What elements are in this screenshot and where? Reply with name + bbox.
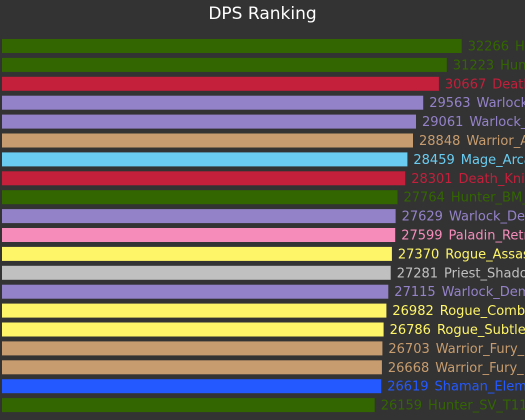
bar-name: Hunter_MM_T11_372_Arcane [500, 58, 525, 73]
bar-name: Paladin_Retribution_T11_372 [449, 229, 525, 244]
bar-Rogue_Assassination_T11_372 [2, 246, 392, 261]
bar-Warrior_Fury_2h_T11_372 [2, 341, 383, 356]
bar-value: 28301 [411, 172, 452, 187]
bar-value: 26619 [387, 380, 428, 395]
bar-name: Warlock_Affliction_T11_372_PTR [469, 115, 525, 130]
bar-value: 26982 [392, 304, 433, 319]
bar-Rogue_Subtlety_T11_372 [2, 322, 384, 337]
bar-value: 27599 [401, 229, 442, 244]
bar-label-Rogue_Subtlety_T11_372: 26786 Rogue_Subtlety_T11_372 [390, 323, 525, 338]
bar-label-Death_Knight_Frost_1h_T11_372_PTR: 28301 Death_Knight_Frost_1h_T11_372_PTR [411, 172, 525, 187]
bar-label-Warrior_Fury_1h_T11_372: 26668 Warrior_Fury_1h_T11_372 [388, 361, 525, 376]
bar-label-Warlock_Destruction_T11_372_PTR: 27629 Warlock_Destruction_T11_372_PTR [402, 210, 525, 225]
bar-label-Warlock_AffDrain_T11_372_PTR: 29563 Warlock_AffDrain_T11_372_PTR [429, 96, 525, 111]
bar-label-Priest_Shadow_T11_372: 27281 Priest_Shadow_T11_372 [397, 266, 525, 281]
bar-Shaman_Elemental_T11_372 [2, 379, 382, 394]
bar-Warlock_AffDrain_T11_372_PTR [2, 95, 424, 110]
bar-value: 26668 [388, 361, 429, 376]
bar-name: Warrior_Fury_1h_T11_372 [435, 361, 525, 376]
bar-label-Warlock_Affliction_T11_372_PTR: 29061 Warlock_Affliction_T11_372_PTR [422, 115, 525, 130]
bar-Hunter_MM_T11_372_Arcane [2, 57, 447, 72]
bar-value: 32266 [468, 40, 509, 55]
bar-value: 29061 [422, 115, 463, 130]
bar-Hunter_MM_T11_372 [2, 39, 462, 53]
bar-value: 27629 [402, 210, 443, 225]
bar-Paladin_Retribution_T11_372 [2, 228, 396, 242]
bar-Warlock_Affliction_T11_372_PTR [2, 114, 416, 129]
bar-label-Hunter_SV_T11_372: 26159 Hunter_SV_T11_372 [381, 399, 525, 414]
bar-value: 27370 [398, 247, 439, 262]
bar-Death_Knight_Frost_1h_T11_372_PTR [2, 171, 406, 186]
bar-name: Rogue_Assassination_T11_372 [445, 247, 525, 262]
bar-value: 26786 [390, 323, 431, 338]
bar-label-Mage_Arcane_T11_372: 28459 Mage_Arcane_T11_372 [413, 153, 525, 168]
bar-Priest_Shadow_T11_372 [2, 265, 391, 280]
bar-name: Warlock_AffDrain_T11_372_PTR [477, 96, 525, 111]
bar-value: 26159 [381, 399, 422, 414]
bar-name: Hunter_MM_T11_372 [515, 40, 525, 55]
bar-label-Death_Knight_Frost_2h_T11_372_PTR: 30667 Death_Knight_Frost_2h_T11_372_PTR [445, 77, 525, 92]
bar-value: 30667 [445, 77, 486, 92]
bar-value: 31223 [453, 58, 494, 73]
chart-title: DPS Ranking [208, 4, 317, 24]
bar-name: Warlock_Demonology_T11_372_PTR [442, 285, 525, 300]
bar-Mage_Arcane_T11_372 [2, 152, 408, 167]
bar-value: 27115 [394, 285, 435, 300]
bar-name: Death_Knight_Frost_2h_T11_372_PTR [492, 77, 525, 92]
bar-name: Warrior_Arms_T11_372 [466, 134, 525, 149]
bar-label-Hunter_MM_T11_372: 32266 Hunter_MM_T11_372 [468, 40, 525, 55]
bar-Warrior_Fury_1h_T11_372 [2, 360, 382, 375]
bar-Hunter_SV_T11_372 [2, 398, 375, 413]
bar-name: Warlock_Destruction_T11_372_PTR [449, 210, 525, 225]
bar-label-Rogue_Combat_T11_372: 26982 Rogue_Combat_T11_372 [392, 304, 525, 319]
bar-Death_Knight_Frost_2h_T11_372_PTR [2, 76, 439, 91]
bar-label-Paladin_Retribution_T11_372: 27599 Paladin_Retribution_T11_372 [401, 229, 525, 244]
bar-name: Rogue_Subtlety_T11_372 [437, 323, 525, 338]
bar-Rogue_Combat_T11_372 [2, 303, 387, 318]
bar-value: 27281 [397, 266, 438, 281]
bar-name: Priest_Shadow_T11_372 [444, 266, 525, 281]
bar-value: 28848 [419, 134, 460, 149]
bar-label-Hunter_BM_T11_372: 27764 Hunter_BM_T11_372 [404, 191, 525, 206]
bar-value: 29563 [429, 96, 470, 111]
bar-Warlock_Demonology_T11_372_PTR [2, 284, 389, 299]
bar-value: 28459 [413, 153, 454, 168]
bar-name: Death_Knight_Frost_1h_T11_372_PTR [459, 172, 525, 187]
bar-value: 26703 [388, 342, 429, 357]
bar-name: Hunter_SV_T11_372 [428, 399, 525, 414]
bar-label-Rogue_Assassination_T11_372: 27370 Rogue_Assassination_T11_372 [398, 247, 525, 262]
bar-Warrior_Arms_T11_372 [2, 133, 413, 148]
bar-name: Mage_Arcane_T11_372 [461, 153, 525, 168]
bar-name: Hunter_BM_T11_372 [451, 191, 525, 206]
bar-label-Warrior_Fury_2h_T11_372: 26703 Warrior_Fury_2h_T11_372 [388, 342, 525, 357]
bar-Warlock_Destruction_T11_372_PTR [2, 209, 396, 224]
bar-Hunter_BM_T11_372 [2, 190, 398, 205]
bar-label-Hunter_MM_T11_372_Arcane: 31223 Hunter_MM_T11_372_Arcane [453, 58, 525, 73]
bar-name: Shaman_Elemental_T11_372 [435, 380, 525, 395]
bar-label-Warlock_Demonology_T11_372_PTR: 27115 Warlock_Demonology_T11_372_PTR [394, 285, 525, 300]
bar-name: Warrior_Fury_2h_T11_372 [436, 342, 525, 357]
bar-label-Shaman_Elemental_T11_372: 26619 Shaman_Elemental_T11_372 [387, 380, 525, 395]
bar-label-Warrior_Arms_T11_372: 28848 Warrior_Arms_T11_372 [419, 134, 525, 149]
bar-name: Rogue_Combat_T11_372 [440, 304, 525, 319]
bar-value: 27764 [404, 191, 445, 206]
